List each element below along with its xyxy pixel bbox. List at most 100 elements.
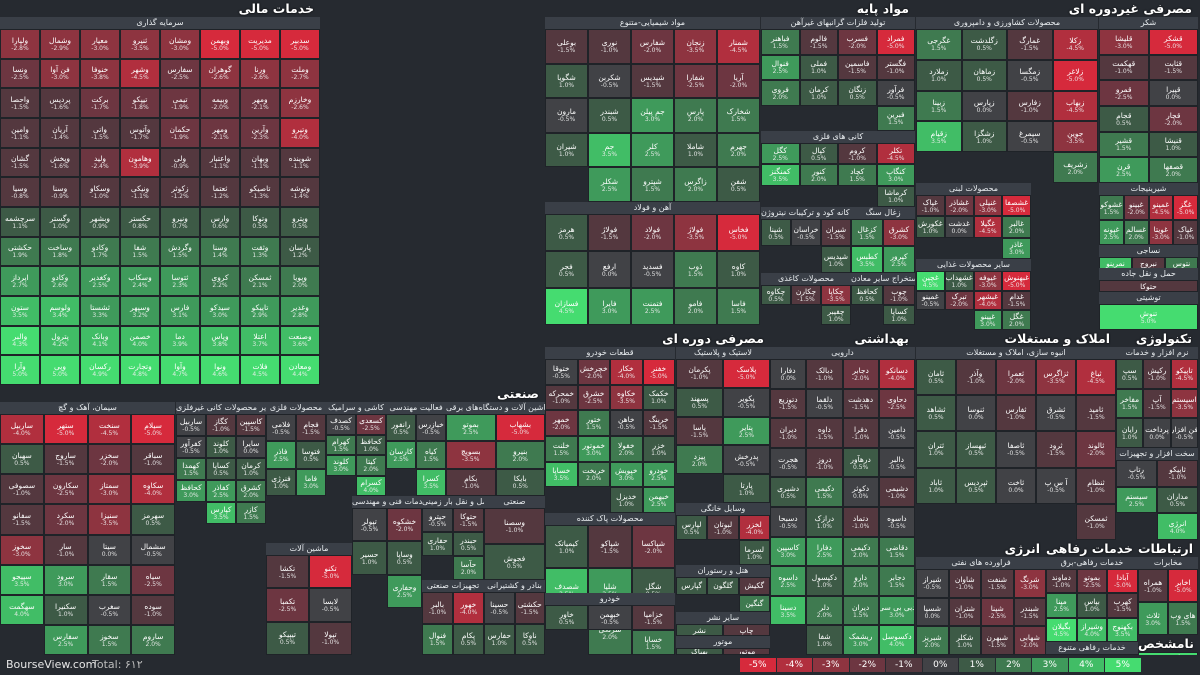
stock-tile[interactable]: بموتو -2.5%: [1076, 569, 1108, 594]
stock-tile[interactable]: ولپارا -2.8%: [0, 29, 40, 59]
stock-tile[interactable]: خچرخش -2.0%: [577, 359, 610, 385]
stock-tile[interactable]: ثاپیکو -1.0%: [1157, 460, 1198, 487]
stock-tile[interactable]: سمتاز -3.0%: [87, 474, 132, 505]
stock-tile[interactable]: کفاذر 2.5%: [206, 480, 236, 502]
stock-tile[interactable]: ولی -0.9%: [160, 147, 200, 178]
stock-tile[interactable]: شفارس -2.0%: [631, 29, 674, 64]
stock-tile[interactable]: ثمسکن 2.1%: [240, 266, 280, 296]
stock-tile[interactable]: شنفت -1.5%: [981, 569, 1014, 598]
stock-tile[interactable]: جم 3.5%: [588, 132, 631, 168]
stock-tile[interactable]: ساربیل -4.0%: [0, 414, 44, 445]
stock-tile[interactable]: زشگزا 1.0%: [961, 121, 1007, 153]
stock-tile[interactable]: شپترو 1.5%: [631, 167, 674, 202]
stock-tile[interactable]: غدشت 0.0%: [944, 216, 974, 238]
stock-tile[interactable]: وسکاب 2.4%: [120, 266, 160, 296]
stock-tile[interactable]: وبانک 4.1%: [80, 325, 120, 356]
stock-tile[interactable]: وسیا -0.8%: [0, 177, 40, 207]
stock-tile[interactable]: وبیمه -2.0%: [200, 88, 240, 118]
stock-tile[interactable]: وغدیر 2.8%: [280, 296, 320, 326]
stock-tile[interactable]: لابسا -0.5%: [309, 588, 352, 622]
stock-tile[interactable]: قنیشا 1.0%: [1148, 131, 1198, 158]
sector-title[interactable]: خدمات مالی: [238, 1, 314, 16]
stock-tile[interactable]: دما 3.9%: [160, 325, 200, 356]
stock-tile[interactable]: ومعادن 4.4%: [280, 355, 320, 385]
stock-tile[interactable]: بکام -1.0%: [446, 468, 496, 496]
stock-tile[interactable]: وآتوس -1.7%: [120, 118, 160, 148]
stock-tile[interactable]: زفارس -1.0%: [1007, 90, 1053, 122]
stock-tile[interactable]: دکوثر 0.0%: [842, 477, 879, 507]
stock-tile[interactable]: ثشستا 3.3%: [80, 296, 120, 326]
stock-tile[interactable]: غپاک -1.0%: [916, 195, 945, 217]
stock-tile[interactable]: قرن 2.5%: [1099, 157, 1149, 183]
stock-tile[interactable]: کیاه 1.5%: [416, 441, 446, 469]
sector-title[interactable]: مصرفی غیردوره ای: [1068, 1, 1192, 16]
stock-tile[interactable]: حتوکا: [1099, 280, 1198, 292]
stock-tile[interactable]: دهدشت -1.5%: [842, 388, 879, 419]
stock-tile[interactable]: شفن 0.5%: [717, 167, 760, 202]
stock-tile[interactable]: پترول 4.2%: [40, 325, 80, 356]
stock-tile[interactable]: جوین -3.5%: [1052, 121, 1098, 153]
stock-tile[interactable]: تاصیکو -1.3%: [240, 177, 280, 207]
stock-tile[interactable]: آریا -2.0%: [717, 63, 760, 99]
stock-tile[interactable]: فولاد -2.0%: [631, 214, 674, 251]
stock-tile[interactable]: تپولا -1.0%: [309, 621, 352, 655]
stock-tile[interactable]: فگستر -1.0%: [876, 54, 915, 80]
stock-tile[interactable]: ثفارس -1.0%: [996, 395, 1036, 432]
stock-tile[interactable]: حسیر 1.0%: [352, 541, 387, 575]
stock-tile[interactable]: ثاخت 0.0%: [996, 467, 1036, 504]
stock-tile[interactable]: شاوان -1.0%: [948, 569, 981, 598]
stock-tile[interactable]: وسصنا -1.0%: [484, 508, 545, 544]
stock-tile[interactable]: غمینو -0.5%: [916, 290, 945, 311]
stock-tile[interactable]: ذوب 1.5%: [674, 251, 717, 288]
stock-tile[interactable]: خپویش 3.0%: [610, 461, 643, 488]
stock-tile[interactable]: اپرداز 2.7%: [0, 266, 40, 296]
stock-tile[interactable]: کهرام 1.5%: [326, 434, 356, 455]
stock-tile[interactable]: کنگاپ 3.0%: [876, 164, 915, 186]
stock-tile[interactable]: سباقر -1.0%: [131, 444, 175, 475]
stock-tile[interactable]: ثامید -1.5%: [1076, 395, 1116, 432]
stock-tile[interactable]: زشریف 2.0%: [1052, 152, 1098, 183]
stock-tile[interactable]: شاملا 1.0%: [674, 132, 717, 168]
stock-tile[interactable]: چوب -1.0%: [883, 285, 915, 305]
stock-tile[interactable]: وشیراز 4.0%: [1076, 617, 1108, 642]
stock-tile[interactable]: قثابت -1.5%: [1148, 54, 1198, 81]
stock-tile[interactable]: رتاپ -0.5%: [1116, 460, 1157, 487]
stock-tile[interactable]: تبرک -2.0%: [944, 290, 974, 311]
stock-tile[interactable]: کمنگنز 3.5%: [761, 164, 800, 186]
stock-tile[interactable]: گلگون: [707, 577, 739, 595]
stock-tile[interactable]: تپولر -0.5%: [352, 508, 387, 542]
stock-tile[interactable]: غشاذر -2.0%: [944, 195, 974, 217]
stock-tile[interactable]: دبی بی سی 3.0%: [878, 595, 915, 626]
stock-tile[interactable]: چفیبر 1.0%: [821, 305, 851, 325]
stock-tile[interactable]: ثمسکن -1.0%: [1076, 503, 1116, 540]
stock-tile[interactable]: خفنر -5.0%: [642, 359, 675, 385]
stock-tile[interactable]: خرینگ -1.5%: [642, 410, 675, 436]
stock-tile[interactable]: فلامی -0.5%: [266, 414, 296, 442]
stock-tile[interactable]: بپاس 1.0%: [1076, 593, 1108, 618]
stock-tile[interactable]: دقاضی 1.5%: [878, 536, 915, 567]
stock-tile[interactable]: سکاوه -4.0%: [131, 474, 175, 505]
stock-tile[interactable]: قشکر -5.0%: [1148, 29, 1198, 55]
stock-tile[interactable]: دارو 2.0%: [842, 566, 879, 596]
stock-tile[interactable]: شفا 1.0%: [806, 625, 843, 655]
stock-tile[interactable]: زقیام 3.5%: [916, 121, 962, 153]
stock-tile[interactable]: فملی 1.0%: [799, 54, 838, 80]
stock-tile[interactable]: زکلا -4.5%: [1052, 29, 1098, 60]
stock-tile[interactable]: وبهان -1.1%: [240, 147, 280, 178]
stock-tile[interactable]: فولاژ -3.5%: [674, 214, 717, 251]
stock-tile[interactable]: شپاکسا -2.0%: [631, 525, 675, 569]
stock-tile[interactable]: فتمنت 2.5%: [631, 288, 674, 325]
stock-tile[interactable]: پکرمان -1.0%: [676, 359, 723, 388]
stock-tile[interactable]: شبریز 2.0%: [916, 626, 949, 655]
stock-tile[interactable]: برکت -1.7%: [80, 88, 120, 118]
stock-tile[interactable]: پکام 0.5%: [453, 623, 484, 655]
stock-tile[interactable]: کلوند 1.0%: [206, 436, 236, 458]
stock-tile[interactable]: وامین -1.1%: [0, 118, 40, 148]
stock-tile[interactable]: اسیستم -3.5%: [1170, 388, 1198, 419]
stock-tile[interactable]: کروم -1.0%: [838, 143, 877, 165]
stock-tile[interactable]: سفانو -1.5%: [0, 504, 44, 535]
stock-tile[interactable]: خکار -4.0%: [610, 359, 643, 385]
stock-tile[interactable]: خشکوه -2.0%: [387, 508, 422, 542]
stock-tile[interactable]: کزغال 1.5%: [851, 219, 883, 246]
stock-tile[interactable]: دسبحا -0.5%: [770, 507, 807, 537]
